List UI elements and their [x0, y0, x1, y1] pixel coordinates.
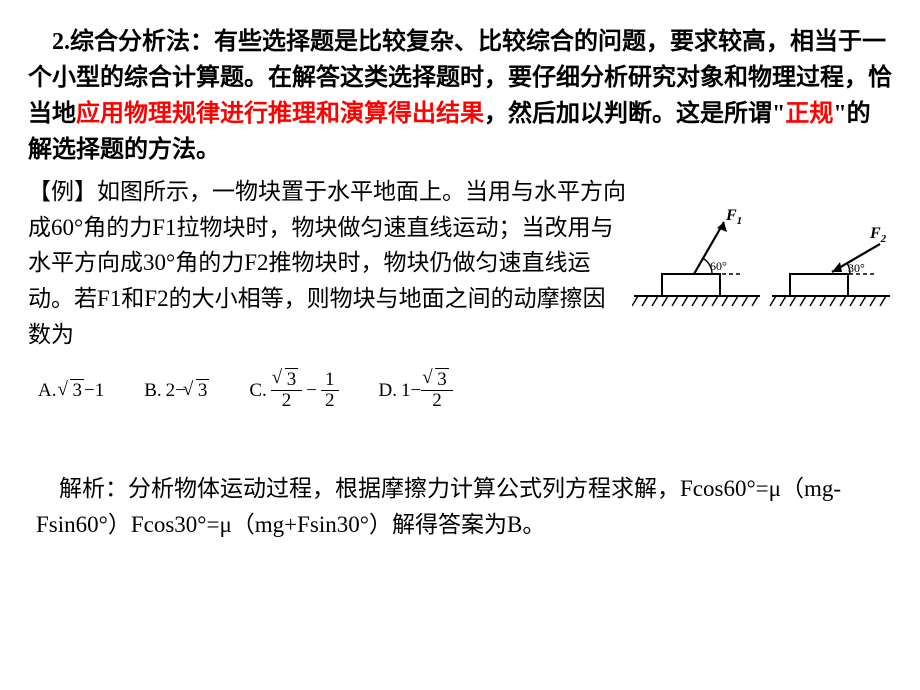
- svg-text:F1: F1: [725, 207, 742, 227]
- angle-60-label: 60°: [710, 259, 727, 273]
- option-d-before: 1−: [401, 380, 421, 402]
- solution-paragraph: 解析：分析物体运动过程，根据摩擦力计算公式列方程求解，Fcos60°=μ（mg-…: [28, 471, 892, 542]
- option-c-minus: −: [306, 380, 317, 402]
- option-a-after: −1: [84, 380, 104, 402]
- force-1-label: F: [725, 207, 737, 224]
- section-number: 2.: [52, 29, 70, 55]
- option-c-num2: 1: [321, 370, 339, 391]
- option-d-den: 2: [428, 391, 446, 411]
- option-c-den1: 2: [278, 391, 296, 411]
- option-c-label: C.: [249, 380, 266, 402]
- solution-text: 分析物体运动过程，根据摩擦力计算公式列方程求解，Fcos60°=μ（mg-Fsi…: [36, 476, 841, 537]
- option-a-label: A.: [38, 380, 56, 402]
- option-a-sqrt: 3: [70, 379, 84, 401]
- solution-label: 解析：: [59, 476, 128, 501]
- option-b-sqrt: 3: [196, 379, 210, 401]
- force-1-sub: 1: [737, 215, 743, 227]
- option-d-label: D.: [379, 380, 397, 402]
- option-c: C. 3 2 − 1 2: [249, 370, 338, 411]
- angle-30-label: 30°: [848, 261, 865, 275]
- section-highlight-2: 正规: [785, 101, 833, 127]
- option-c-den2: 2: [321, 391, 339, 411]
- option-b: B. 2− 3: [144, 380, 209, 402]
- option-d: D. 1− 3 2: [379, 370, 453, 411]
- fraction: 1 2: [321, 370, 339, 411]
- force-2-sub: 2: [880, 233, 887, 245]
- fraction: 3 2: [421, 370, 453, 411]
- sqrt-icon: 3: [186, 380, 210, 402]
- option-b-label: B.: [144, 380, 161, 402]
- example-text: 【例】如图所示，一物块置于水平地面上。当用与水平方向成60°角的力F1拉物块时，…: [28, 174, 626, 352]
- option-d-num: 3: [435, 368, 449, 390]
- sqrt-icon: 3: [275, 369, 299, 390]
- section-title: 综合分析法：: [70, 29, 214, 55]
- option-c-num1: 3: [285, 368, 299, 390]
- physics-diagram: 60° F1 30° F2: [632, 204, 892, 329]
- example-row: 【例】如图所示，一物块置于水平地面上。当用与水平方向成60°角的力F1拉物块时，…: [28, 174, 892, 352]
- answer-options: A. 3 −1 B. 2− 3 C. 3 2 − 1 2 D. 1− 3 2: [28, 370, 892, 411]
- section-paragraph: 2.综合分析法：有些选择题是比较复杂、比较综合的问题，要求较高，相当于一个小型的…: [28, 24, 892, 168]
- section-body-2: ，然后加以判断。这是所谓": [484, 101, 785, 127]
- svg-text:F2: F2: [869, 225, 887, 245]
- fraction: 3 2: [271, 370, 303, 411]
- sqrt-icon: 3: [60, 380, 84, 402]
- force-2-label: F: [869, 225, 881, 242]
- option-a: A. 3 −1: [38, 380, 104, 402]
- section-highlight-1: 应用物理规律进行推理和演算得出结果: [76, 101, 484, 127]
- sqrt-icon: 3: [425, 369, 449, 390]
